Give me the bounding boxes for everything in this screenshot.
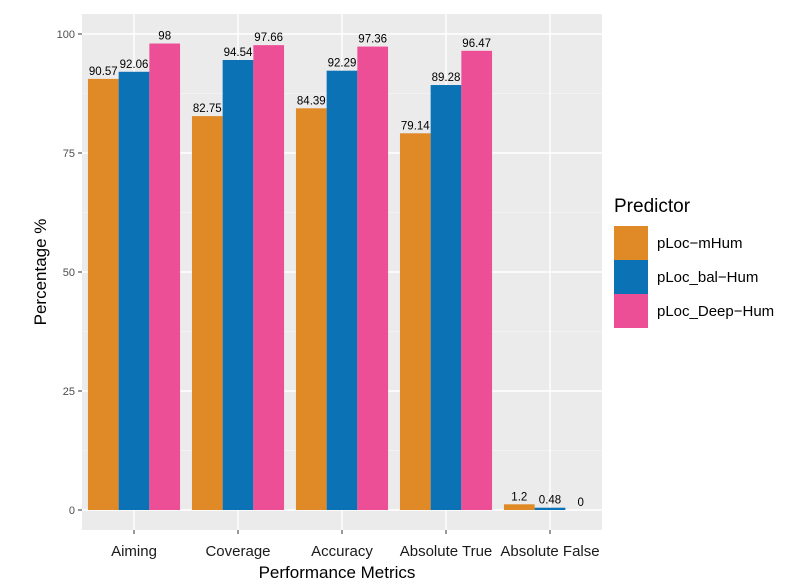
data-label: 92.06 — [120, 59, 149, 71]
legend-key — [614, 260, 648, 294]
bar — [222, 59, 254, 511]
bar — [534, 507, 566, 510]
y-tick-label: 75 — [63, 148, 75, 160]
data-label: 94.54 — [224, 47, 253, 59]
x-tick-label: Absolute False — [500, 543, 599, 560]
data-label: 96.47 — [462, 38, 491, 50]
data-label: 0.48 — [539, 495, 561, 507]
data-label: 79.14 — [401, 120, 430, 132]
bar — [357, 46, 389, 510]
data-label: 84.39 — [297, 95, 326, 107]
bar — [295, 108, 327, 511]
data-label: 82.75 — [193, 103, 222, 115]
bar — [399, 133, 431, 511]
bar — [461, 50, 493, 511]
legend-label: pLoc−mHum — [657, 235, 742, 252]
y-axis-title: Percentage % — [31, 219, 50, 326]
legend-key — [614, 226, 648, 260]
data-label: 90.57 — [89, 66, 118, 78]
legend-title: Predictor — [614, 196, 691, 217]
y-tick-label: 50 — [63, 267, 75, 279]
x-tick-label: Absolute True — [400, 543, 493, 560]
x-tick-label: Coverage — [205, 543, 270, 560]
bar — [430, 85, 462, 511]
bars — [87, 43, 566, 511]
data-label: 97.36 — [358, 34, 387, 46]
data-label: 89.28 — [432, 72, 461, 84]
y-axis: 0 25 50 75 100 — [57, 29, 82, 517]
x-tick-label: Aiming — [111, 543, 157, 560]
x-tick-label: Accuracy — [311, 543, 373, 560]
bar — [149, 43, 181, 511]
legend-label: pLoc_bal−Hum — [657, 269, 758, 286]
x-axis-title: Performance Metrics — [259, 563, 416, 582]
legend-key — [614, 294, 648, 328]
data-label: 92.29 — [328, 58, 357, 70]
y-tick-label: 0 — [69, 505, 75, 517]
data-label: 98 — [158, 31, 171, 43]
bar — [253, 45, 285, 511]
bar — [87, 78, 119, 510]
bar — [326, 70, 358, 511]
data-label: 1.2 — [511, 491, 527, 503]
legend: Predictor pLoc−mHum pLoc_bal−Hum pLoc_Deep… — [614, 196, 774, 328]
bar — [191, 116, 223, 511]
x-axis: Aiming Coverage Accuracy Absolute True Absol… — [111, 530, 600, 560]
bar — [118, 71, 150, 510]
y-tick-label: 100 — [57, 29, 75, 41]
y-tick-label: 25 — [63, 386, 75, 398]
bar — [503, 504, 535, 510]
data-label: 97.66 — [254, 32, 283, 44]
legend-label: pLoc_Deep−Hum — [657, 303, 774, 320]
data-label: 0 — [577, 497, 583, 509]
